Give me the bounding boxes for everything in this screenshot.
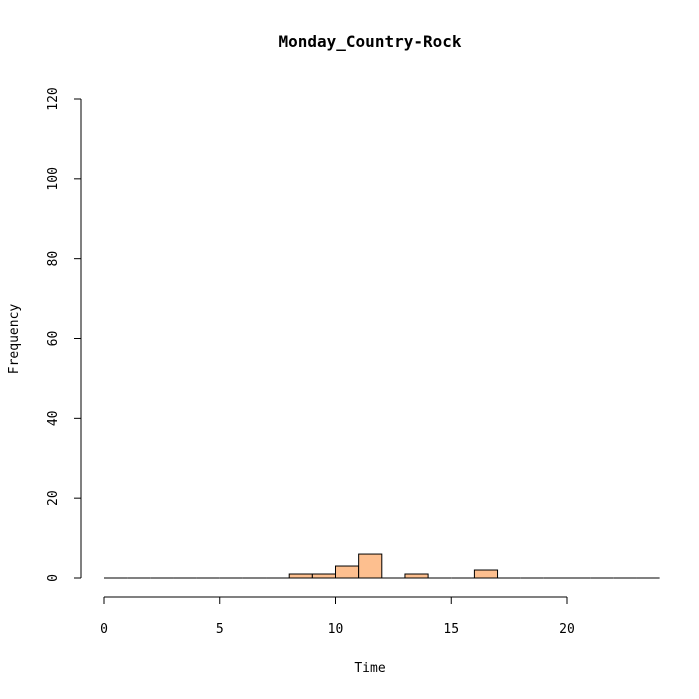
x-tick-label: 0 xyxy=(100,622,108,637)
x-tick-label: 20 xyxy=(559,622,575,637)
histogram-bar xyxy=(335,565,360,579)
y-tick-label: 40 xyxy=(46,411,61,427)
histogram-bar xyxy=(473,569,499,579)
y-tick-label: 100 xyxy=(46,167,61,190)
x-tick-label: 15 xyxy=(443,622,459,637)
histogram-bar xyxy=(404,573,429,579)
y-tick-label: 80 xyxy=(46,251,61,267)
y-tick-label: 0 xyxy=(46,574,61,582)
x-axis: 0 5 10 15 20 xyxy=(100,596,575,637)
y-axis: 0 20 40 60 80 100 120 xyxy=(46,87,82,582)
x-axis-label: Time xyxy=(354,661,385,676)
x-tick-label: 5 xyxy=(216,622,224,637)
bars-group xyxy=(104,553,660,579)
y-tick-label: 60 xyxy=(46,331,61,347)
histogram-bar xyxy=(358,553,383,579)
y-axis-label: Frequency xyxy=(7,304,22,375)
y-tick-label: 20 xyxy=(46,490,61,506)
chart-title: Monday_Country-Rock xyxy=(278,32,461,51)
y-tick-label: 120 xyxy=(46,87,61,110)
histogram-bar xyxy=(311,573,337,579)
x-tick-label: 10 xyxy=(328,622,344,637)
histogram-bar xyxy=(288,573,313,579)
